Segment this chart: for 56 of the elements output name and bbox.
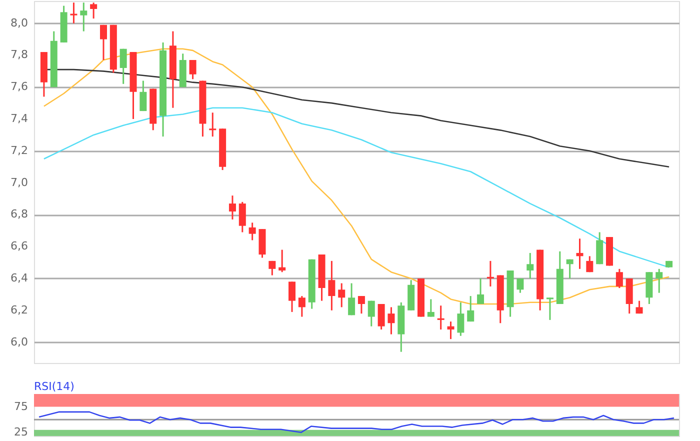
candlestick: [358, 295, 365, 314]
candlestick: [278, 249, 286, 273]
candlestick: [348, 282, 356, 316]
y-tick-label: 6,0: [10, 335, 28, 348]
candlestick: [388, 306, 395, 336]
candlestick: [378, 303, 385, 330]
candlestick: [636, 300, 643, 314]
candlestick: [90, 2, 98, 20]
line-series: [38, 411, 675, 434]
candlestick: [427, 298, 434, 318]
y-tick-label: 6,6: [10, 240, 28, 253]
candlestick: [248, 222, 256, 241]
candlestick: [437, 304, 444, 330]
candlestick: [100, 24, 107, 61]
candlestick: [477, 278, 484, 305]
y-tick-label: 7,8: [10, 48, 28, 62]
candlestick: [238, 201, 246, 233]
y-tick-label: 7,2: [10, 144, 28, 157]
y-tick-label: 8,0: [10, 16, 28, 30]
candlestick: [566, 258, 574, 280]
candlestick: [546, 296, 554, 321]
candlestick: [228, 194, 236, 220]
candlestick: [516, 278, 524, 294]
candlestick: [70, 2, 78, 24]
candlestick: [486, 260, 494, 288]
y-tick-label: 6,4: [10, 271, 28, 284]
candlestick: [189, 59, 196, 80]
candlestick: [576, 238, 584, 270]
candlestick: [120, 48, 127, 85]
candlestick: [209, 112, 216, 138]
candlestick: [457, 302, 464, 337]
y-tick-label: 6,2: [10, 303, 28, 316]
candlestick: [80, 2, 88, 32]
candlestick: [596, 231, 604, 265]
y-tick-label: 7,0: [10, 176, 28, 189]
candlestick: [368, 300, 375, 328]
candlestick: [586, 255, 594, 273]
candlestick: [140, 80, 147, 112]
candlestick: [467, 295, 474, 322]
candlestick: [298, 295, 306, 318]
candlestick: [447, 320, 454, 340]
y-tick-label: 7,6: [10, 80, 28, 94]
line-series: [43, 48, 670, 305]
y-tick-label: 75: [14, 400, 28, 413]
candlestick: [268, 260, 276, 276]
y-tick-label: 6,8: [10, 208, 28, 221]
y-tick-label: 25: [14, 425, 28, 438]
candlestick: [656, 268, 663, 294]
candlestick: [338, 282, 346, 308]
candlestick: [288, 280, 296, 313]
y-tick-label: 7,4: [10, 112, 28, 126]
candlestick: [328, 260, 336, 312]
candlestick: [526, 252, 534, 280]
series-label: RSI(14): [34, 380, 74, 393]
line-series: [43, 107, 670, 268]
candlestick: [616, 268, 623, 289]
